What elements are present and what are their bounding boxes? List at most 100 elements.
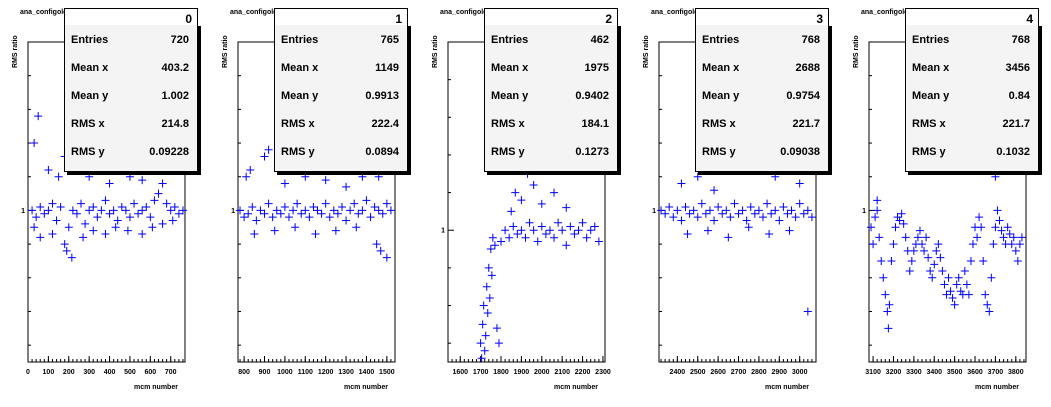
- stat-value: 403.2: [161, 62, 189, 74]
- y-tick-label: 1: [862, 208, 866, 215]
- data-point: [487, 271, 496, 280]
- data-point: [358, 172, 367, 181]
- stat-value: 1149: [375, 62, 399, 74]
- stat-name: Mean x: [912, 62, 950, 74]
- y-axis-label: RMS ratio: [643, 35, 650, 68]
- data-point: [669, 213, 678, 222]
- x-tick-label: 800: [238, 369, 250, 376]
- data-point: [987, 273, 996, 282]
- stat-row: RMS y 0.1032: [906, 140, 1038, 168]
- stat-row: Entries 768: [696, 28, 828, 56]
- stat-row: RMS x 214.8: [65, 112, 197, 140]
- data-point: [374, 206, 383, 215]
- data-point: [264, 145, 273, 154]
- data-point: [521, 233, 530, 242]
- data-point: [803, 307, 812, 316]
- stat-value: 184.1: [581, 118, 609, 130]
- data-point: [746, 203, 755, 212]
- data-point: [681, 203, 690, 212]
- data-point: [276, 209, 285, 218]
- data-point: [111, 223, 120, 232]
- data-point: [873, 206, 882, 215]
- data-point: [525, 218, 534, 227]
- data-point: [915, 226, 924, 235]
- data-point: [321, 199, 330, 208]
- data-point: [550, 233, 559, 242]
- data-point: [677, 179, 686, 188]
- data-point: [907, 256, 916, 265]
- data-point: [779, 203, 788, 212]
- x-tick-label: 1800: [493, 369, 509, 376]
- x-tick-label: 3800: [1008, 369, 1024, 376]
- data-point: [337, 203, 346, 212]
- stats-box: 1 Entries 765 Mean x 1149 Mean y 0.9913 RMS x 22…: [274, 8, 408, 172]
- stat-name: Entries: [702, 34, 740, 46]
- data-point: [89, 226, 98, 235]
- data-point: [297, 209, 306, 218]
- data-point: [997, 226, 1006, 235]
- data-point: [550, 188, 559, 197]
- data-point: [791, 213, 800, 222]
- data-point: [252, 216, 261, 225]
- data-point: [885, 300, 894, 309]
- stat-value: 765: [380, 34, 399, 46]
- data-point: [342, 216, 351, 225]
- data-point: [350, 199, 359, 208]
- data-point: [150, 196, 159, 205]
- stat-value: 0.9402: [575, 90, 609, 102]
- data-point: [918, 240, 927, 249]
- x-tick-label: 400: [104, 369, 116, 376]
- stat-value: 214.8: [161, 118, 189, 130]
- data-point: [507, 207, 516, 216]
- data-point: [331, 226, 340, 235]
- data-point: [325, 213, 334, 222]
- stats-box: 3 Entries 768 Mean x 2688 Mean y 0.9754 RMS x 22…: [695, 8, 829, 172]
- data-point: [738, 206, 747, 215]
- data-point: [492, 324, 501, 333]
- stat-value: 0.1032: [996, 146, 1030, 158]
- x-tick-label: 200: [63, 369, 75, 376]
- x-tick-label: 2600: [710, 369, 726, 376]
- stat-row: Mean x 1975: [485, 56, 617, 84]
- data-point: [722, 206, 731, 215]
- data-point: [28, 206, 37, 215]
- x-tick-label: 700: [165, 369, 177, 376]
- data-point: [378, 209, 387, 218]
- data-point: [138, 176, 147, 185]
- data-point: [505, 233, 514, 242]
- data-point: [677, 216, 686, 225]
- stat-name: Entries: [912, 34, 950, 46]
- data-point: [382, 253, 391, 262]
- data-point: [174, 209, 183, 218]
- data-point: [317, 209, 326, 218]
- data-point: [68, 206, 77, 215]
- data-point: [105, 179, 114, 188]
- data-point: [787, 206, 796, 215]
- histogram-id: 0: [185, 12, 192, 26]
- x-tick-label: 2900: [772, 369, 788, 376]
- data-point: [554, 218, 563, 227]
- x-axis-label: mcm number: [765, 384, 809, 391]
- data-point: [260, 152, 269, 161]
- data-point: [490, 241, 499, 250]
- data-point: [36, 233, 45, 242]
- data-point: [30, 139, 39, 148]
- data-point: [34, 112, 43, 121]
- data-point: [714, 203, 723, 212]
- data-point: [85, 206, 94, 215]
- data-point: [485, 294, 494, 302]
- data-point: [1003, 223, 1012, 232]
- data-point: [574, 226, 583, 235]
- data-point: [260, 209, 269, 218]
- data-point: [962, 280, 971, 289]
- data-point: [291, 223, 300, 232]
- stat-name: RMS x: [491, 118, 525, 130]
- stat-name: RMS x: [702, 118, 736, 130]
- data-point: [807, 213, 816, 222]
- data-point: [158, 179, 167, 188]
- data-point: [973, 233, 982, 242]
- stat-value: 768: [1011, 34, 1030, 46]
- data-point: [977, 223, 986, 232]
- data-point: [48, 199, 57, 208]
- data-point: [529, 181, 538, 190]
